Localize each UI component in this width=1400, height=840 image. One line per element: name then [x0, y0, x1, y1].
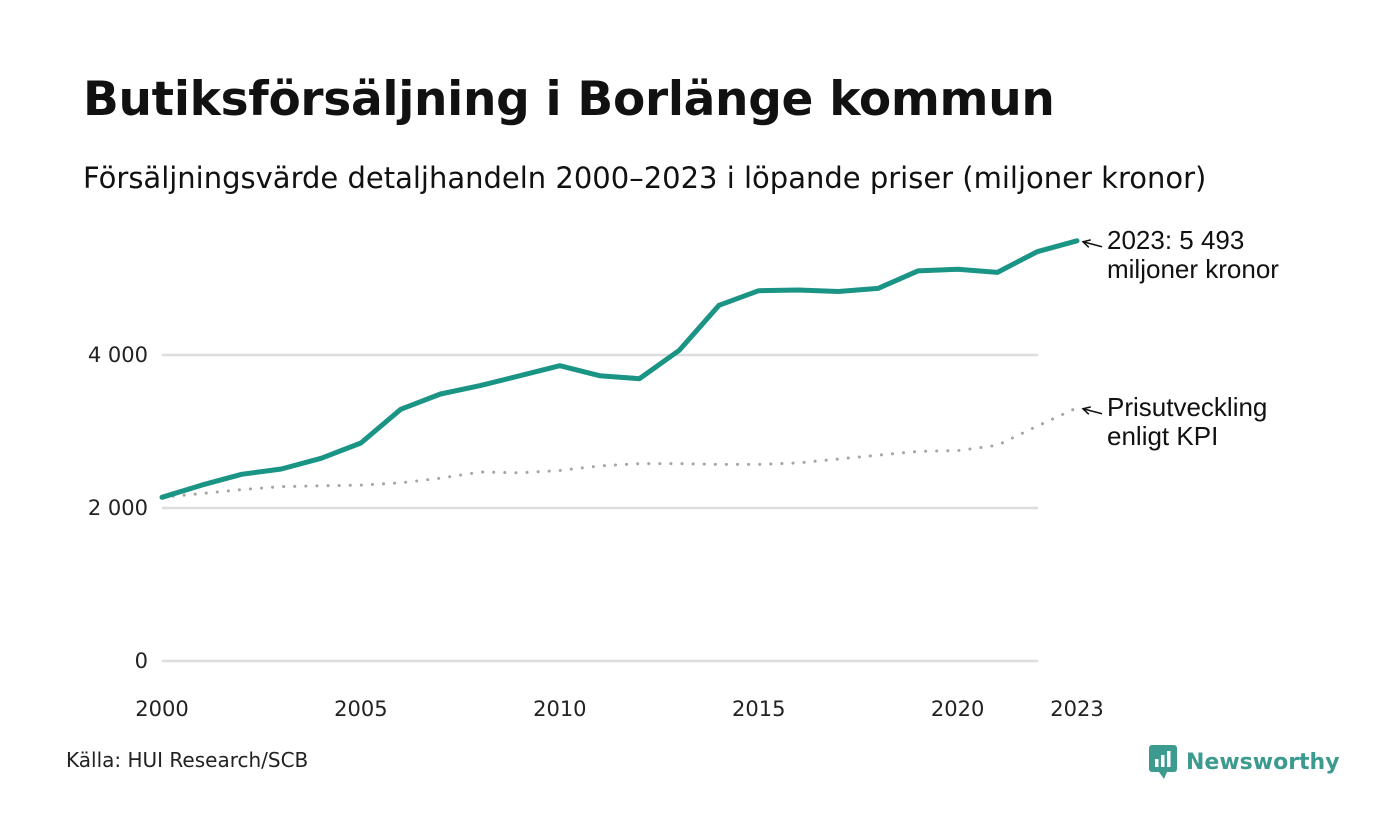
annotation-text: 2023: 5 493 — [1107, 225, 1244, 255]
x-tick-label: 2005 — [334, 697, 387, 721]
annotation-text: enligt KPI — [1107, 421, 1218, 451]
sales-series-line — [159, 238, 1080, 500]
gridlines — [162, 353, 1038, 663]
x-tick-label: 2015 — [732, 697, 785, 721]
annotation-arrowhead — [1081, 239, 1091, 248]
x-tick-label: 2020 — [931, 697, 984, 721]
x-axis-ticks: 2000 2005 2010 2015 2020 2023 — [135, 697, 1103, 721]
source-note: Källa: HUI Research/SCB — [66, 748, 309, 772]
x-tick-label: 2010 — [533, 697, 586, 721]
kpi-series-line — [160, 406, 1079, 499]
newsworthy-logo-icon — [1149, 745, 1177, 779]
annotation-arrowhead — [1081, 406, 1091, 415]
brand-logo: Newsworthy — [1148, 742, 1340, 782]
annotation-text: miljoner kronor — [1107, 254, 1279, 284]
y-tick-label: 4 000 — [88, 343, 148, 367]
annotation-arrow — [1082, 408, 1103, 415]
brand-name: Newsworthy — [1186, 749, 1340, 775]
chart-subtitle: Försäljningsvärde detaljhandeln 2000–202… — [83, 161, 1207, 195]
y-tick-label: 2 000 — [88, 496, 148, 520]
y-tick-label: 0 — [135, 649, 148, 673]
annotation-arrow — [1082, 241, 1103, 248]
y-axis-ticks: 0 2 000 4 000 — [88, 343, 148, 673]
x-tick-label: 2000 — [135, 697, 188, 721]
series-lines — [159, 238, 1080, 500]
line-chart: 0 2 000 4 000 2000 2005 2010 2015 2020 2023 202… — [88, 225, 1279, 721]
x-tick-label: 2023 — [1050, 697, 1103, 721]
chart-title: Butiksförsäljning i Borlänge kommun — [83, 72, 1055, 127]
annotation-text: Prisutveckling — [1107, 392, 1267, 422]
